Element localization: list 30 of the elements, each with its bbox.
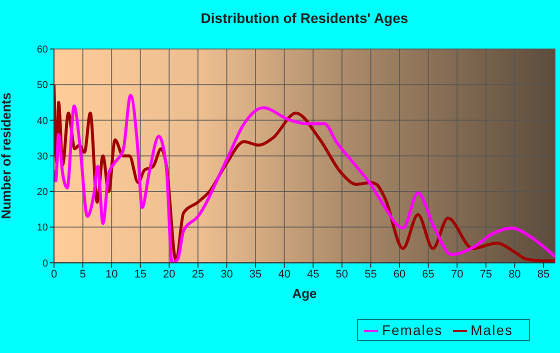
legend-label: Males — [470, 322, 513, 338]
x-tick-label: 20 — [163, 268, 176, 281]
x-tick-label: 50 — [336, 268, 348, 281]
x-tick-label: 55 — [364, 268, 377, 281]
x-tick-label: 40 — [278, 268, 290, 281]
x-axis-title: Age — [292, 286, 317, 301]
x-tick-label: 45 — [307, 268, 320, 281]
x-tick-label: 35 — [249, 268, 262, 281]
x-tick-label: 65 — [422, 268, 434, 281]
y-tick-label: 60 — [36, 44, 48, 56]
y-tick-label: 40 — [36, 116, 48, 127]
y-tick-label: 30 — [36, 151, 48, 162]
x-tick-label: 30 — [220, 268, 233, 281]
x-tick-label: 15 — [134, 268, 147, 281]
chart-title: Distribution of Residents' Ages — [200, 10, 410, 26]
x-tick-label: 60 — [393, 268, 406, 281]
y-tick-label: 0 — [42, 258, 48, 270]
x-tick-label: 10 — [105, 268, 118, 281]
x-tick-label: 25 — [192, 268, 204, 281]
y-axis-title: Number of residents — [0, 92, 14, 220]
x-tick-label: 5 — [80, 268, 86, 281]
y-tick-label: 50 — [36, 80, 48, 92]
x-tick-label: 85 — [537, 268, 550, 281]
y-tick-label: 20 — [36, 187, 48, 198]
x-tick-label: 75 — [480, 268, 492, 281]
x-tick-label: 80 — [508, 268, 521, 281]
x-tick-label: 0 — [50, 268, 58, 281]
x-tick-label: 70 — [450, 268, 464, 281]
y-tick-label: 10 — [36, 222, 48, 234]
legend-label: Females — [382, 322, 443, 338]
